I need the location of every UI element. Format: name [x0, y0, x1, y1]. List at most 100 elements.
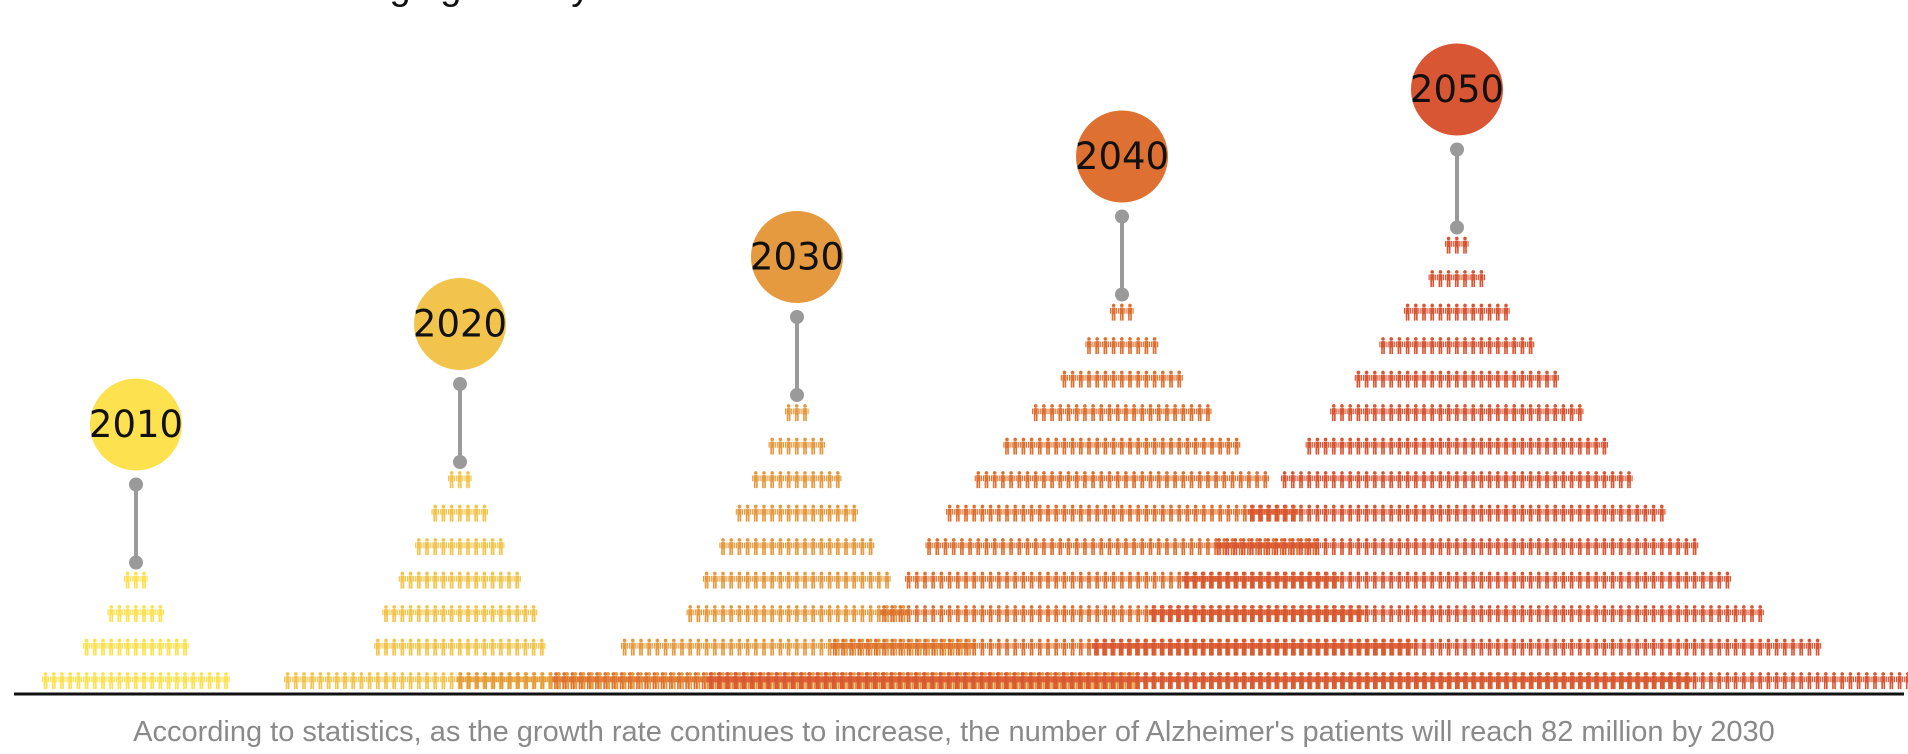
- person-icon: [986, 638, 995, 656]
- person-icon: [464, 538, 472, 556]
- person-icon: [1126, 571, 1134, 589]
- person-icon: [115, 638, 124, 656]
- person-icon: [1502, 404, 1510, 422]
- person-icon: [1212, 471, 1220, 489]
- person-icon: [1740, 672, 1748, 690]
- person-icon: [784, 404, 793, 422]
- person-icon: [1592, 638, 1600, 656]
- person-icon: [1085, 437, 1093, 455]
- person-icon: [1461, 270, 1469, 288]
- person-icon: [1461, 605, 1469, 623]
- person-icon: [1584, 471, 1592, 489]
- person-icon: [1526, 504, 1535, 522]
- person-icon: [1453, 437, 1461, 455]
- person-icon: [1321, 538, 1330, 556]
- person-icon: [1420, 571, 1428, 589]
- person-icon: [1208, 437, 1216, 455]
- person-icon: [1044, 605, 1052, 623]
- person-icon: [1444, 571, 1453, 589]
- person-icon: [423, 571, 431, 589]
- person-icon: [1485, 337, 1494, 355]
- person-icon: [1183, 437, 1192, 455]
- person-icon: [850, 605, 858, 623]
- person-icon: [1118, 370, 1126, 388]
- person-icon: [966, 538, 974, 556]
- person-icon: [406, 672, 415, 690]
- person-icon: [1526, 370, 1535, 388]
- figure-group-2050: [706, 236, 1908, 690]
- person-icon: [1740, 638, 1748, 656]
- pointer-dot-2040-top: [1115, 209, 1129, 224]
- person-icon: [1641, 571, 1650, 589]
- person-icon: [1142, 337, 1151, 355]
- person-icon: [809, 504, 817, 522]
- person-icon: [1690, 672, 1699, 690]
- person-icon: [1064, 471, 1073, 489]
- person-icon: [406, 605, 415, 623]
- person-icon: [825, 504, 834, 522]
- person-icon: [406, 571, 415, 589]
- person-icon: [1003, 437, 1011, 455]
- person-icon: [1805, 638, 1814, 656]
- person-icon: [1346, 571, 1354, 589]
- person-icon: [1403, 471, 1412, 489]
- person-icon: [1191, 504, 1200, 522]
- person-icon: [1436, 504, 1445, 522]
- person-icon: [1338, 571, 1346, 589]
- person-icon: [1179, 538, 1187, 556]
- person-icon: [374, 638, 382, 656]
- person-icon: [423, 672, 431, 690]
- person-icon: [1461, 337, 1469, 355]
- person-icon: [521, 605, 530, 623]
- person-icon: [1887, 672, 1896, 690]
- person-icon: [1526, 404, 1535, 422]
- person-icon: [439, 571, 448, 589]
- person-icon: [1576, 638, 1584, 656]
- person-icon: [423, 605, 431, 623]
- person-icon: [1518, 504, 1527, 522]
- person-icon: [1682, 605, 1691, 623]
- person-icon: [74, 672, 83, 690]
- person-icon: [66, 672, 74, 690]
- person-icon: [982, 471, 991, 489]
- person-icon: [1027, 605, 1036, 623]
- person-icon: [439, 672, 448, 690]
- person-icon: [670, 638, 678, 656]
- person-icon: [1453, 404, 1461, 422]
- person-icon: [735, 571, 744, 589]
- person-icon: [1114, 538, 1122, 556]
- person-icon: [735, 638, 744, 656]
- person-icon: [1469, 404, 1477, 422]
- year-label-2040: 2040: [1075, 135, 1169, 178]
- person-icon: [1592, 504, 1600, 522]
- person-icon: [1321, 437, 1330, 455]
- person-icon: [1253, 471, 1261, 489]
- person-icon: [809, 571, 817, 589]
- person-icon: [760, 471, 768, 489]
- person-icon: [1204, 404, 1212, 422]
- person-icon: [1485, 571, 1494, 589]
- person-icon: [825, 471, 834, 489]
- person-icon: [1142, 437, 1151, 455]
- person-icon: [1608, 504, 1617, 522]
- person-icon: [1436, 471, 1445, 489]
- person-icon: [1362, 437, 1371, 455]
- person-icon: [1444, 404, 1453, 422]
- person-icon: [768, 638, 776, 656]
- person-icon: [173, 638, 181, 656]
- person-icon: [1167, 370, 1175, 388]
- person-icon: [1093, 571, 1101, 589]
- person-icon: [1179, 471, 1187, 489]
- person-icon: [1109, 437, 1118, 455]
- person-icon: [1371, 404, 1379, 422]
- person-icon: [1641, 538, 1650, 556]
- person-icon: [1379, 538, 1387, 556]
- person-icon: [1216, 504, 1224, 522]
- person-icon: [1118, 337, 1126, 355]
- person-icon: [1146, 471, 1155, 489]
- person-icon: [842, 538, 850, 556]
- person-icon: [1155, 538, 1163, 556]
- person-icon: [1387, 370, 1395, 388]
- person-icon: [719, 538, 727, 556]
- person-icon: [431, 504, 439, 522]
